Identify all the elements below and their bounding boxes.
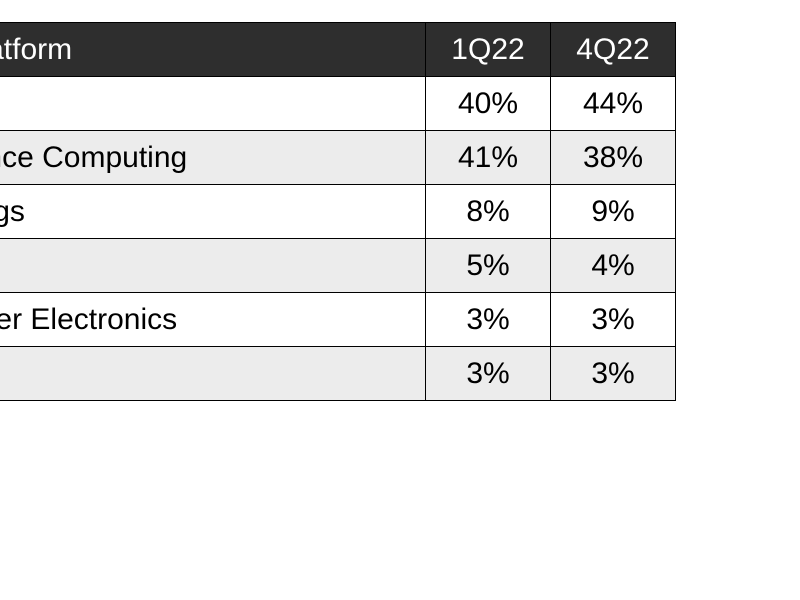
revenue-by-platform-table: Revenue by Platform 1Q22 4Q22 Smartphone…: [0, 22, 676, 401]
q1-cell: 41%: [426, 131, 551, 185]
q1-cell: 3%: [426, 293, 551, 347]
q1-cell: 3%: [426, 347, 551, 401]
q4-cell: 3%: [551, 347, 676, 401]
header-1q22: 1Q22: [426, 23, 551, 77]
table-row: Others3%3%: [0, 347, 676, 401]
platform-cell: Automotive: [0, 239, 426, 293]
q4-cell: 38%: [551, 131, 676, 185]
table-body: Smartphone40%44%High Performance Computi…: [0, 77, 676, 401]
table-row: Smartphone40%44%: [0, 77, 676, 131]
platform-cell: High Performance Computing: [0, 131, 426, 185]
q1-cell: 5%: [426, 239, 551, 293]
table-row: Digital Consumer Electronics3%3%: [0, 293, 676, 347]
q4-cell: 9%: [551, 185, 676, 239]
table-row: Internet of Things8%9%: [0, 185, 676, 239]
platform-cell: Digital Consumer Electronics: [0, 293, 426, 347]
q4-cell: 3%: [551, 293, 676, 347]
platform-cell: Smartphone: [0, 77, 426, 131]
q1-cell: 40%: [426, 77, 551, 131]
header-platform: Revenue by Platform: [0, 23, 426, 77]
table-row: Automotive5%4%: [0, 239, 676, 293]
platform-cell: Internet of Things: [0, 185, 426, 239]
q4-cell: 4%: [551, 239, 676, 293]
table-header-row: Revenue by Platform 1Q22 4Q22: [0, 23, 676, 77]
platform-cell: Others: [0, 347, 426, 401]
q4-cell: 44%: [551, 77, 676, 131]
header-4q22: 4Q22: [551, 23, 676, 77]
table-row: High Performance Computing41%38%: [0, 131, 676, 185]
q1-cell: 8%: [426, 185, 551, 239]
revenue-table-wrap: Revenue by Platform 1Q22 4Q22 Smartphone…: [0, 22, 676, 401]
